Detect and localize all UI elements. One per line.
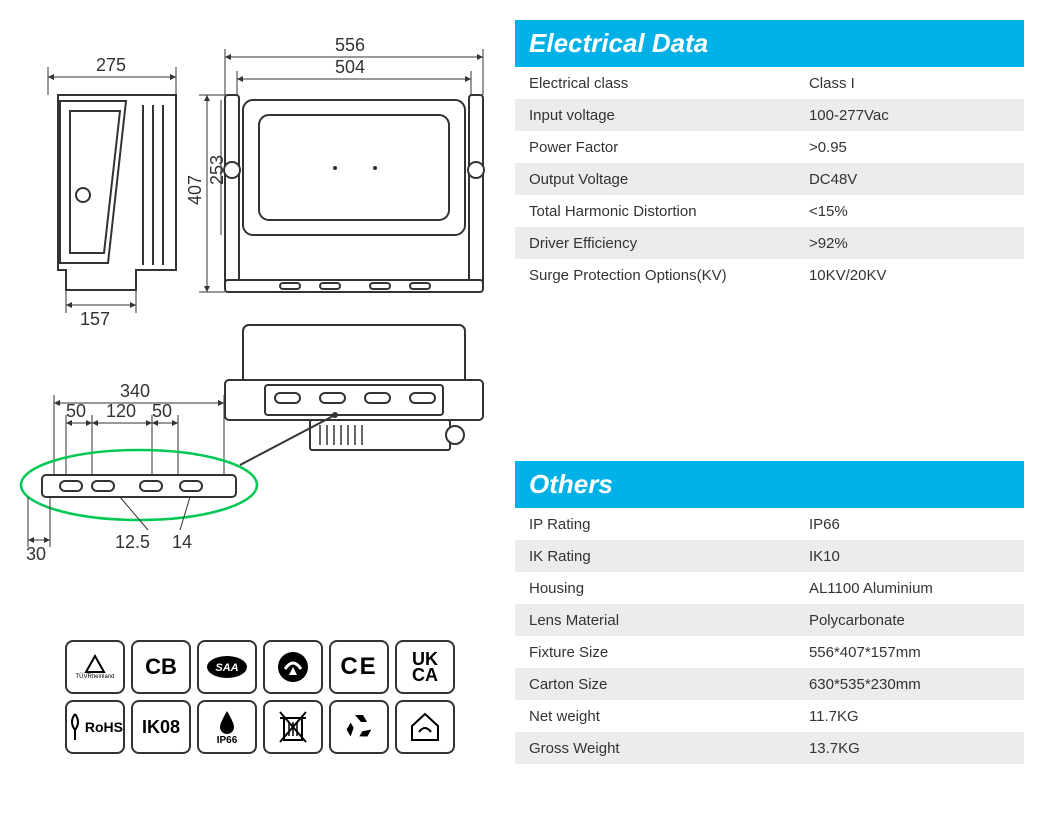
dim-edge: 30	[26, 544, 46, 564]
dim-front-height-outer: 407	[185, 175, 205, 205]
table-row: Surge Protection Options(KV)10KV/20KV	[515, 259, 1024, 291]
dim-front-width-inner: 504	[335, 57, 365, 77]
table-row: Input voltage100-277Vac	[515, 99, 1024, 131]
dim-slot: 14	[172, 532, 192, 552]
electrical-header: Electrical Data	[515, 20, 1024, 67]
cert-ce: CE	[329, 640, 389, 694]
table-row: Driver Efficiency>92%	[515, 227, 1024, 259]
table-row: Fixture Size556*407*157mm	[515, 636, 1024, 668]
cert-cb: CB	[131, 640, 191, 694]
table-row: IK RatingIK10	[515, 540, 1024, 572]
cert-rcm	[263, 640, 323, 694]
svg-text:SAA: SAA	[215, 662, 238, 674]
dim-hole: 12.5	[115, 532, 150, 552]
technical-drawing: 275 157	[0, 0, 505, 630]
table-row: Output VoltageDC48V	[515, 163, 1024, 195]
table-row: Power Factor>0.95	[515, 131, 1024, 163]
dim-side-base: 157	[80, 309, 110, 329]
cert-rohs: RoHS	[65, 700, 125, 754]
table-row: Net weight11.7KG	[515, 700, 1024, 732]
page-container: 275 157	[0, 0, 1044, 815]
cert-ip66: IP66	[197, 700, 257, 754]
table-row: Carton Size630*535*230mm	[515, 668, 1024, 700]
cert-indoor	[395, 700, 455, 754]
cert-tuv: TÜVRheinland	[65, 640, 125, 694]
table-row: Lens MaterialPolycarbonate	[515, 604, 1024, 636]
table-row: HousingAL1100 Aluminium	[515, 572, 1024, 604]
diagram-column: 275 157	[0, 0, 505, 815]
dim-front-height-inner: 253	[207, 155, 227, 185]
cert-saa: SAA	[197, 640, 257, 694]
dim-bracket-120: 120	[106, 401, 136, 421]
cert-recycle	[329, 700, 389, 754]
cert-ukca: UKCA	[395, 640, 455, 694]
spec-column: Electrical Data Electrical classClass I …	[505, 0, 1044, 815]
dim-front-width-outer: 556	[335, 35, 365, 55]
table-row: IP RatingIP66	[515, 508, 1024, 540]
dim-side-width: 275	[96, 55, 126, 75]
table-row: Total Harmonic Distortion<15%	[515, 195, 1024, 227]
cert-ik08: IK08	[131, 700, 191, 754]
dim-bracket-50a: 50	[66, 401, 86, 421]
certification-grid: TÜVRheinland CB SAA CE UKCA RoHS IK08 IP…	[65, 640, 455, 754]
dim-bracket-50b: 50	[152, 401, 172, 421]
cert-bin	[263, 700, 323, 754]
table-row: Gross Weight13.7KG	[515, 732, 1024, 764]
table-row: Electrical classClass I	[515, 67, 1024, 99]
dim-bracket-total: 340	[120, 381, 150, 401]
electrical-table: Electrical classClass I Input voltage100…	[515, 67, 1024, 291]
others-header: Others	[515, 461, 1024, 508]
others-table: IP RatingIP66 IK RatingIK10 HousingAL110…	[515, 508, 1024, 764]
